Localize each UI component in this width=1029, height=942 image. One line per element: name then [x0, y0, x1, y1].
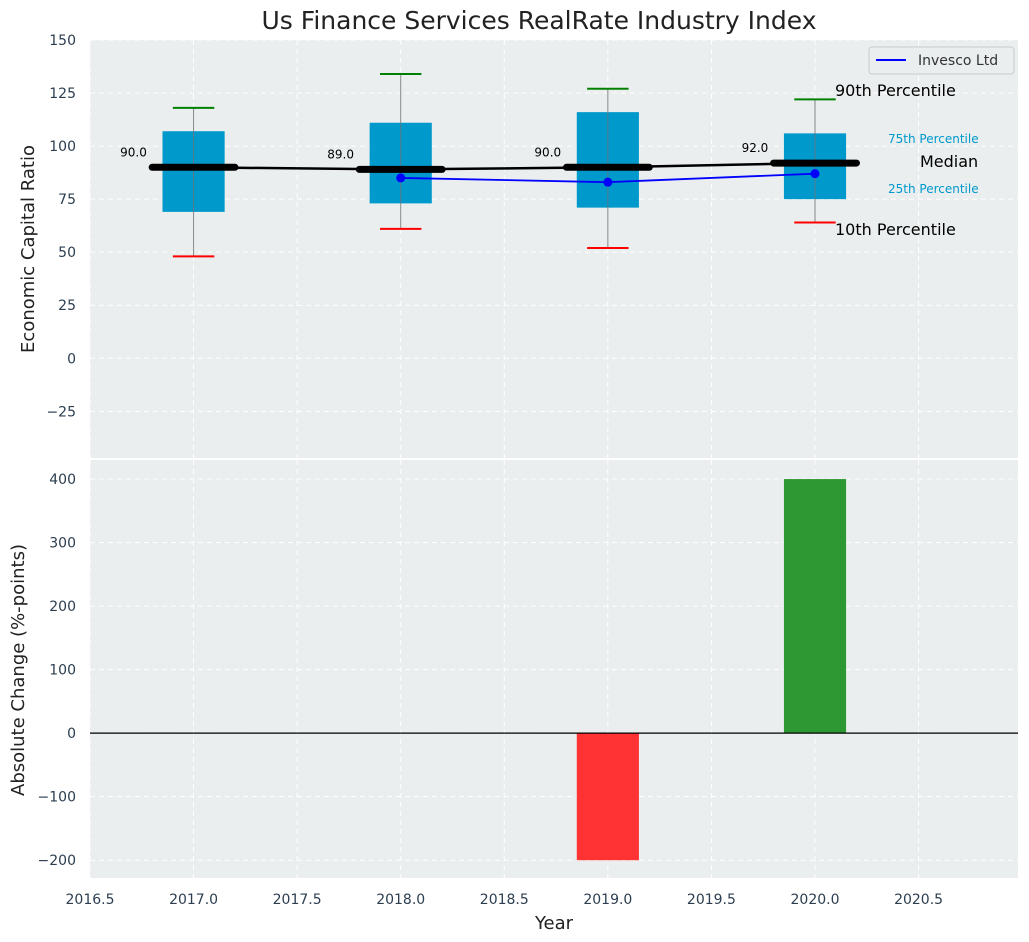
- x-tick-label: 2017.0: [169, 892, 218, 908]
- x-tick-label: 2019.5: [687, 892, 736, 908]
- x-tick-label: 2017.5: [273, 892, 322, 908]
- y-tick-label: 150: [49, 33, 76, 49]
- x-tick-label: 2018.5: [480, 892, 529, 908]
- y-tick-label: 100: [49, 139, 76, 155]
- annotation-75th-percentile: 75th Percentile: [888, 132, 979, 146]
- series-point-invesco: [810, 169, 820, 179]
- chart-title: Us Finance Services RealRate Industry In…: [262, 6, 817, 35]
- y-axis-label-top: Economic Capital Ratio: [18, 145, 39, 353]
- bar-marks: [90, 479, 1018, 861]
- annotation-90th-percentile: 90th Percentile: [835, 81, 956, 100]
- y-tick-label: 100: [49, 663, 76, 679]
- change-bar: [576, 733, 639, 861]
- y-tick-label: 75: [58, 192, 76, 208]
- y-tick-label: 300: [49, 536, 76, 552]
- x-tick-label: 2016.5: [66, 892, 115, 908]
- median-value-label: 92.0: [742, 141, 769, 155]
- y-tick-label: 400: [49, 472, 76, 488]
- y-tick-labels-top: −25 0 25 50 75 100 125 150: [46, 33, 76, 420]
- y-tick-label: 0: [67, 351, 76, 367]
- legend-box: [868, 46, 1015, 75]
- plot-area-top: [90, 40, 1018, 458]
- percentile-annotations: 90th Percentile 75th Percentile Median 2…: [835, 81, 979, 239]
- x-axis-label: Year: [534, 913, 574, 934]
- legend-label-invesco: Invesco Ltd: [918, 53, 998, 69]
- y-tick-label: −200: [38, 853, 76, 869]
- x-tick-label: 2019.0: [583, 892, 632, 908]
- x-tick-label: 2020.5: [894, 892, 943, 908]
- y-tick-labels-bottom: −200 −100 0 100 200 300 400: [38, 472, 76, 869]
- y-tick-label: 25: [58, 298, 76, 314]
- bar-chart-panel: −200 −100 0 100 200 300 400 2016.5 2017.0 2017.5…: [8, 460, 1018, 934]
- annotation-25th-percentile: 25th Percentile: [888, 182, 979, 196]
- box-marks: 90.0 89.0 90.0 92.0: [120, 72, 860, 258]
- gridlines-top: [89, 39, 1018, 458]
- y-tick-label: 200: [49, 599, 76, 615]
- y-axis-label-bottom: Absolute Change (%-points): [8, 544, 29, 796]
- x-tick-label: 2018.0: [376, 892, 425, 908]
- y-tick-label: −100: [38, 790, 76, 806]
- median-value-label: 89.0: [327, 147, 354, 161]
- median-value-label: 90.0: [534, 145, 561, 159]
- median-line: [193, 161, 816, 171]
- x-tick-labels: 2016.5 2017.0 2017.5 2018.0 2018.5 2019.0 2019…: [66, 892, 944, 908]
- y-tick-label: 50: [58, 245, 76, 261]
- change-bar: [783, 479, 847, 734]
- annotation-10th-percentile: 10th Percentile: [835, 220, 956, 239]
- y-tick-label: 0: [67, 726, 76, 742]
- legend: Invesco Ltd: [868, 46, 1015, 75]
- y-tick-label: −25: [46, 404, 76, 420]
- series-point-invesco: [396, 173, 406, 183]
- annotation-median: Median: [920, 152, 978, 171]
- series-point-invesco: [603, 177, 613, 187]
- plot-area-bottom: [90, 460, 1018, 878]
- x-tick-label: 2020.0: [791, 892, 840, 908]
- median-value-label: 90.0: [120, 145, 147, 159]
- y-tick-label: 125: [49, 86, 76, 102]
- box-plot-panel: −25 0 25 50 75 100 125 150 90.0 89.0 90.0 92.0 Us …: [18, 6, 1018, 458]
